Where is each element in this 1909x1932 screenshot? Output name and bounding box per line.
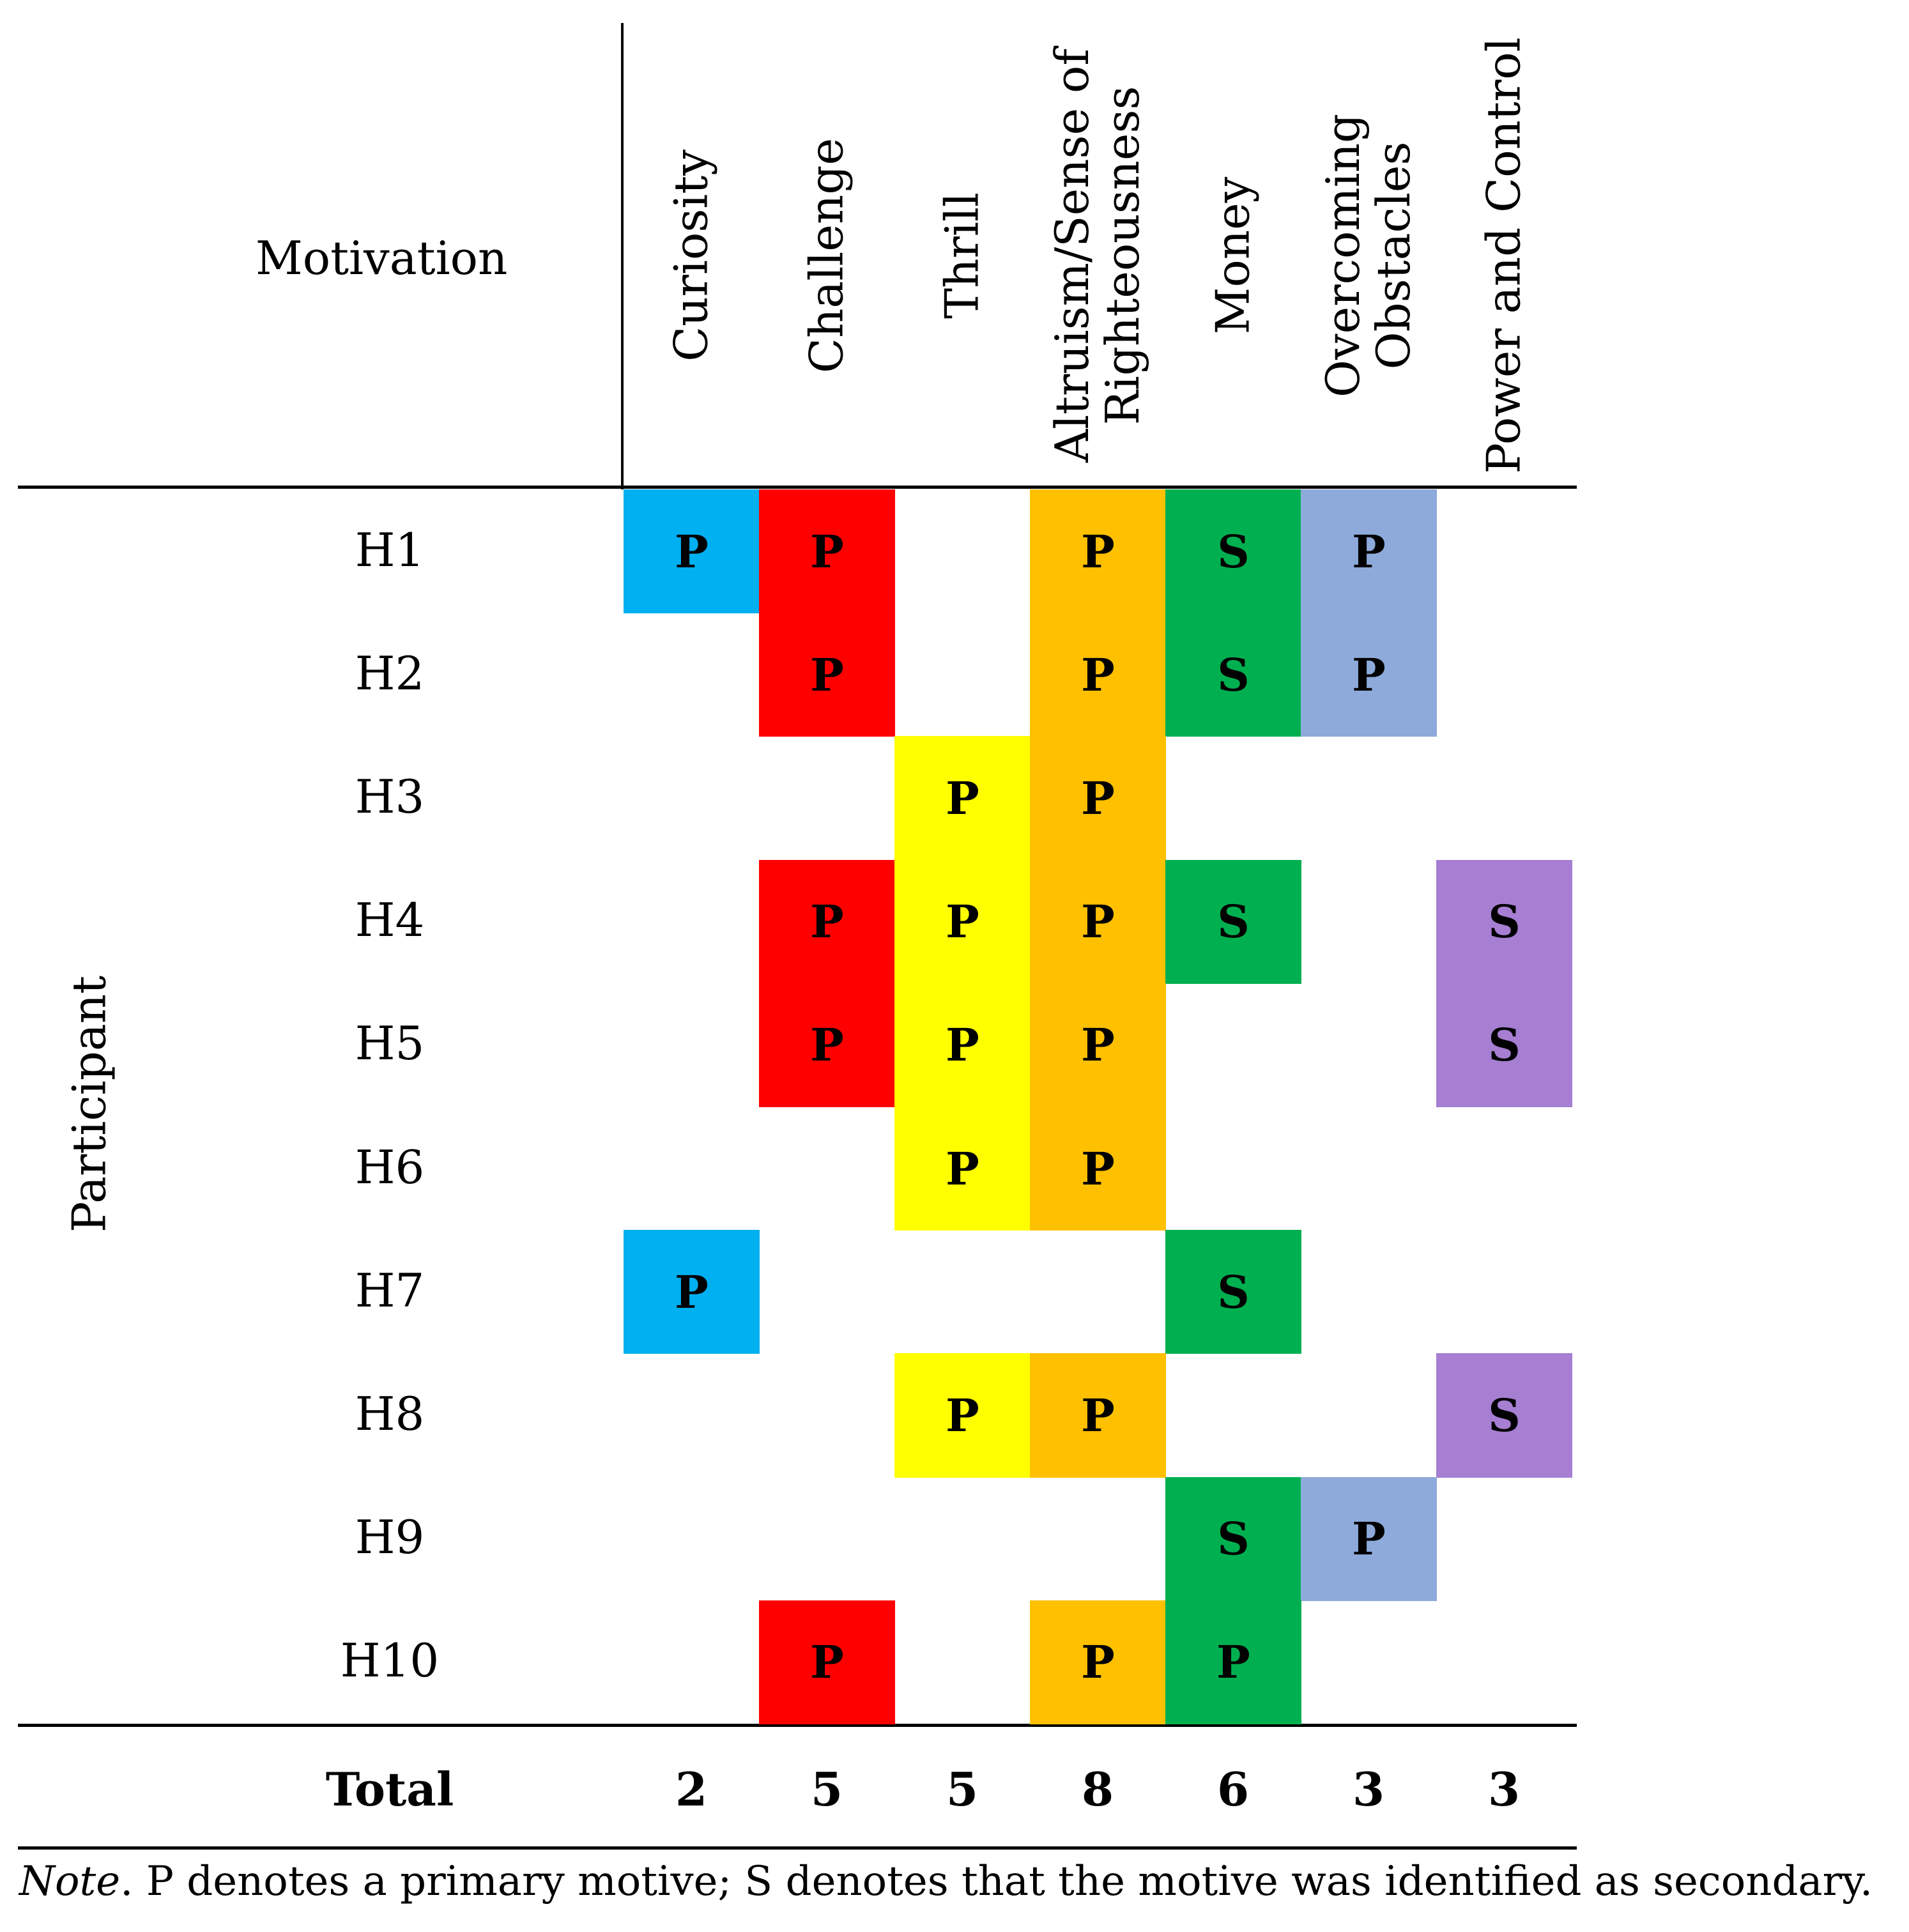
row-label: H3 [355,770,425,824]
column-header-line: Righteousness [1096,86,1149,425]
motive-cell: P [759,1600,895,1724]
note-text: . P denotes a primary motive; S denotes … [120,1858,1873,1905]
motive-cell: P [759,489,895,614]
row-label: H10 [340,1634,440,1688]
motive-cell: S [1436,859,1572,984]
row-label: H7 [355,1263,425,1317]
total-value: 2 [675,1762,708,1816]
column-header-line: Power and Control [1476,37,1531,474]
total-value: 3 [1487,1762,1521,1816]
motive-cell: P [1030,859,1166,984]
total-value: 5 [946,1762,979,1816]
motive-cell: S [1165,1230,1301,1354]
motive-cell: P [759,613,895,737]
column-header: Altruism/Sense of Righteousness [1045,49,1149,463]
table-note: Note. P denotes a primary motive; S deno… [19,1858,1873,1905]
column-header-line: Challenge [799,137,854,374]
row-label: H5 [355,1016,425,1071]
column-header: Challenge [799,137,854,374]
row-label: H4 [355,893,425,947]
motive-cell: P [759,983,895,1107]
header-divider [621,23,624,489]
row-label: H2 [355,646,425,700]
motive-cell: P [1301,613,1437,737]
total-value: 3 [1352,1762,1385,1816]
motive-cell: P [759,859,895,984]
motive-cell: P [894,983,1031,1107]
motive-cell: S [1436,1353,1572,1478]
total-value: 5 [810,1762,843,1816]
body-rule [18,1724,1577,1727]
motive-cell: S [1165,859,1301,984]
column-header-line: Thrill [935,192,989,319]
motive-cell: P [1030,1353,1166,1478]
column-header-line: Altruism/Sense of [1045,49,1099,463]
motive-cell: P [1165,1600,1301,1724]
note-lead: Note [19,1858,121,1905]
motive-cell: P [624,489,760,614]
motive-cell: S [1436,983,1572,1107]
total-value: 8 [1081,1762,1114,1816]
row-label: H1 [355,523,425,577]
motive-cell: P [1030,1600,1166,1724]
motive-cell: P [894,1353,1031,1478]
motive-cell: S [1165,613,1301,737]
participant-label: Participant [62,975,116,1233]
header-rule [18,486,1577,489]
row-label: H6 [355,1140,425,1194]
total-label: Total [325,1762,454,1816]
column-header-line: Curiosity [664,150,718,362]
motive-cell: P [894,859,1031,984]
motive-cell: P [1030,489,1166,614]
row-label: H9 [355,1510,425,1565]
motive-cell: S [1165,489,1301,614]
motive-cell: P [894,1107,1031,1231]
column-header-line: Overcoming [1315,113,1370,398]
total-rule [18,1846,1577,1850]
motive-cell: P [1030,1107,1166,1231]
column-header: Power and Control [1476,37,1531,474]
column-header: Thrill [935,192,989,319]
motive-cell: P [624,1230,760,1354]
column-header: Overcoming Obstacles [1315,113,1420,398]
motivation-label: Motivation [256,231,508,285]
motive-cell: P [1030,736,1166,861]
motive-cell: P [894,736,1031,861]
motive-cell: P [1301,1476,1437,1601]
motive-cell: P [1030,613,1166,737]
column-header: Curiosity [664,150,718,362]
column-header-line: Money [1206,176,1260,335]
row-label: H8 [355,1387,425,1441]
column-header-line: Obstacles [1367,141,1420,370]
column-header: Money [1206,176,1260,335]
total-value: 6 [1216,1762,1250,1816]
motive-cell: S [1165,1476,1301,1601]
motive-cell: P [1030,983,1166,1107]
motive-cell: P [1301,489,1437,614]
